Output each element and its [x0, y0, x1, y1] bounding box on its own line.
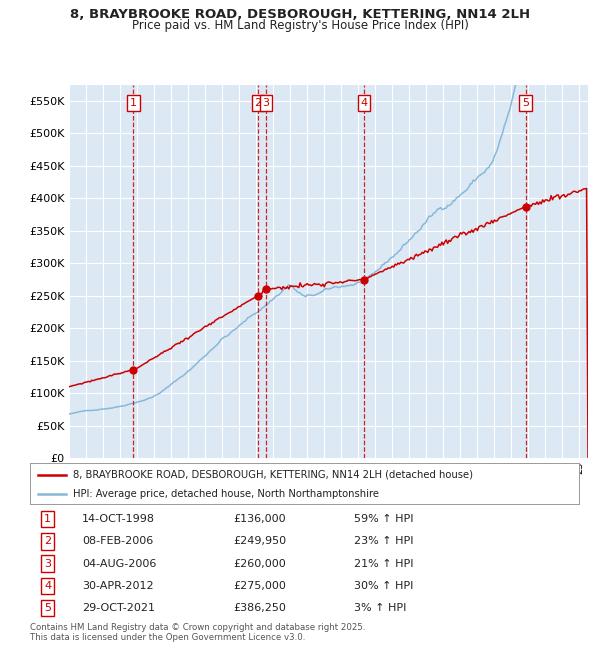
Text: £386,250: £386,250 — [233, 603, 286, 613]
Text: 30% ↑ HPI: 30% ↑ HPI — [354, 580, 413, 591]
Text: 04-AUG-2006: 04-AUG-2006 — [82, 558, 157, 569]
Text: Contains HM Land Registry data © Crown copyright and database right 2025.: Contains HM Land Registry data © Crown c… — [30, 623, 365, 632]
Text: 3: 3 — [44, 558, 51, 569]
Text: 30-APR-2012: 30-APR-2012 — [82, 580, 154, 591]
Text: 29-OCT-2021: 29-OCT-2021 — [82, 603, 155, 613]
Text: 21% ↑ HPI: 21% ↑ HPI — [354, 558, 413, 569]
Text: HPI: Average price, detached house, North Northamptonshire: HPI: Average price, detached house, Nort… — [73, 489, 379, 499]
Text: 08-FEB-2006: 08-FEB-2006 — [82, 536, 154, 547]
Text: 5: 5 — [522, 98, 529, 108]
Text: 1: 1 — [130, 98, 137, 108]
Text: 2: 2 — [254, 98, 262, 108]
Text: 5: 5 — [44, 603, 51, 613]
Text: 1: 1 — [44, 514, 51, 525]
Text: This data is licensed under the Open Government Licence v3.0.: This data is licensed under the Open Gov… — [30, 633, 305, 642]
Text: 23% ↑ HPI: 23% ↑ HPI — [354, 536, 413, 547]
Text: 8, BRAYBROOKE ROAD, DESBOROUGH, KETTERING, NN14 2LH: 8, BRAYBROOKE ROAD, DESBOROUGH, KETTERIN… — [70, 8, 530, 21]
Text: 3% ↑ HPI: 3% ↑ HPI — [354, 603, 406, 613]
Text: 59% ↑ HPI: 59% ↑ HPI — [354, 514, 413, 525]
Text: Price paid vs. HM Land Registry's House Price Index (HPI): Price paid vs. HM Land Registry's House … — [131, 20, 469, 32]
Text: 2: 2 — [44, 536, 51, 547]
Text: £249,950: £249,950 — [233, 536, 286, 547]
Text: 4: 4 — [44, 580, 51, 591]
Text: £275,000: £275,000 — [233, 580, 286, 591]
Text: 8, BRAYBROOKE ROAD, DESBOROUGH, KETTERING, NN14 2LH (detached house): 8, BRAYBROOKE ROAD, DESBOROUGH, KETTERIN… — [73, 470, 473, 480]
Text: £260,000: £260,000 — [233, 558, 286, 569]
Text: 3: 3 — [263, 98, 269, 108]
Text: 14-OCT-1998: 14-OCT-1998 — [82, 514, 155, 525]
Text: £136,000: £136,000 — [233, 514, 286, 525]
Text: 4: 4 — [361, 98, 367, 108]
